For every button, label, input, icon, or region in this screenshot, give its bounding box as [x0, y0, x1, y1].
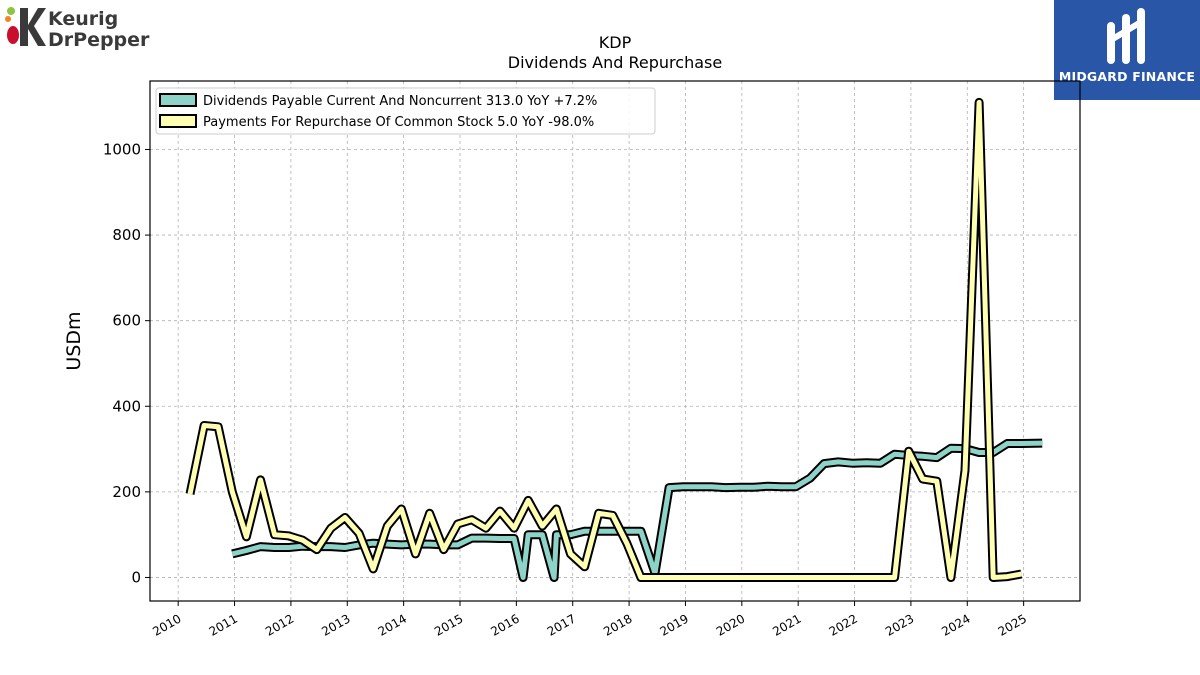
x-tick-label: 2013 [319, 611, 352, 638]
y-tick-label: 1000 [103, 140, 141, 158]
series-lines [185, 97, 1043, 582]
y-tick-label: 400 [112, 397, 141, 415]
midgard-finance-wordmark: MIDGARD FINANCE [1058, 69, 1196, 84]
series-repurchase [185, 97, 1023, 582]
grid-lines [150, 81, 1080, 601]
y-axis: 0 200 400 600 800 1000 [103, 140, 150, 586]
y-axis-label: USDm [63, 311, 85, 370]
x-tick-label: 2023 [883, 611, 916, 638]
logo-dot-green [7, 7, 15, 15]
logo-dot-orange [5, 16, 11, 22]
x-tick-label: 2012 [263, 611, 296, 638]
legend-box [155, 87, 656, 135]
x-tick-label: 2014 [376, 611, 409, 638]
plot-frame [149, 80, 1081, 602]
chart-title: KDP [599, 33, 632, 52]
x-tick-label: 2021 [770, 611, 803, 638]
x-tick-label: 2016 [488, 611, 521, 638]
y-tick-label: 200 [112, 483, 141, 501]
logo-word-drpepper: DrPepper [48, 29, 150, 50]
legend-entry: Payments For Repurchase Of Common Stock … [203, 115, 594, 130]
logo-k-mark [20, 8, 46, 46]
legend-swatch [159, 93, 197, 107]
midgard-finance-logo: MIDGARD FINANCE [1054, 0, 1200, 100]
y-tick-label: 0 [131, 568, 141, 586]
legend: Dividends Payable Current And Noncurrent… [155, 87, 656, 135]
y-tick-label: 600 [112, 312, 141, 330]
x-tick-label: 2024 [939, 611, 972, 638]
midgard-emblem-icon [1107, 8, 1145, 64]
logo-word-keurig: Keurig [48, 8, 118, 30]
x-tick-label: 2020 [714, 611, 747, 638]
legend-swatch [159, 114, 197, 128]
legend-entry: Dividends Payable Current And Noncurrent… [203, 94, 597, 109]
x-tick-label: 2018 [601, 611, 634, 638]
x-tick-label: 2011 [207, 611, 240, 638]
series-line-outline [185, 97, 1023, 582]
keurig-drpepper-logo-mark: Keurig DrPepper [5, 7, 150, 51]
x-tick-label: 2025 [996, 611, 1029, 638]
series-line [187, 99, 1022, 580]
x-tick-label: 2017 [545, 611, 578, 638]
keurig-drpepper-logo: Keurig DrPepper [4, 4, 164, 51]
x-tick-label: 2015 [432, 611, 465, 638]
x-tick-label: 2022 [827, 611, 860, 638]
x-tick-label: 2010 [150, 611, 183, 638]
x-axis: 2010 2011 2012 2013 2014 2015 2016 2017 2018 2019… [150, 601, 1029, 639]
y-tick-label: 800 [112, 226, 141, 244]
chart-subtitle: Dividends And Repurchase [508, 53, 722, 72]
x-tick-label: 2019 [658, 611, 691, 638]
logo-drop-red [7, 26, 19, 44]
